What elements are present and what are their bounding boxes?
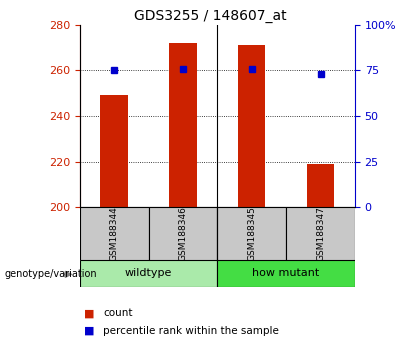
Bar [149,207,218,260]
Bar [238,45,265,207]
Bar [80,260,218,287]
Text: GDS3255 / 148607_at: GDS3255 / 148607_at [134,9,286,23]
Bar [307,164,334,207]
Text: GSM188345: GSM188345 [247,206,256,261]
Text: count: count [103,308,132,318]
Text: how mutant: how mutant [252,268,320,279]
Text: genotype/variation: genotype/variation [4,269,97,279]
Bar [100,96,128,207]
Bar [218,207,286,260]
Bar [218,260,355,287]
Text: ■: ■ [84,308,94,318]
Text: GSM188346: GSM188346 [178,206,187,261]
Bar [169,43,197,207]
Bar [286,207,355,260]
Text: ■: ■ [84,326,94,336]
Bar [80,207,149,260]
Text: GSM188344: GSM188344 [110,206,119,261]
Text: wildtype: wildtype [125,268,172,279]
Text: percentile rank within the sample: percentile rank within the sample [103,326,279,336]
Text: GSM188347: GSM188347 [316,206,325,261]
